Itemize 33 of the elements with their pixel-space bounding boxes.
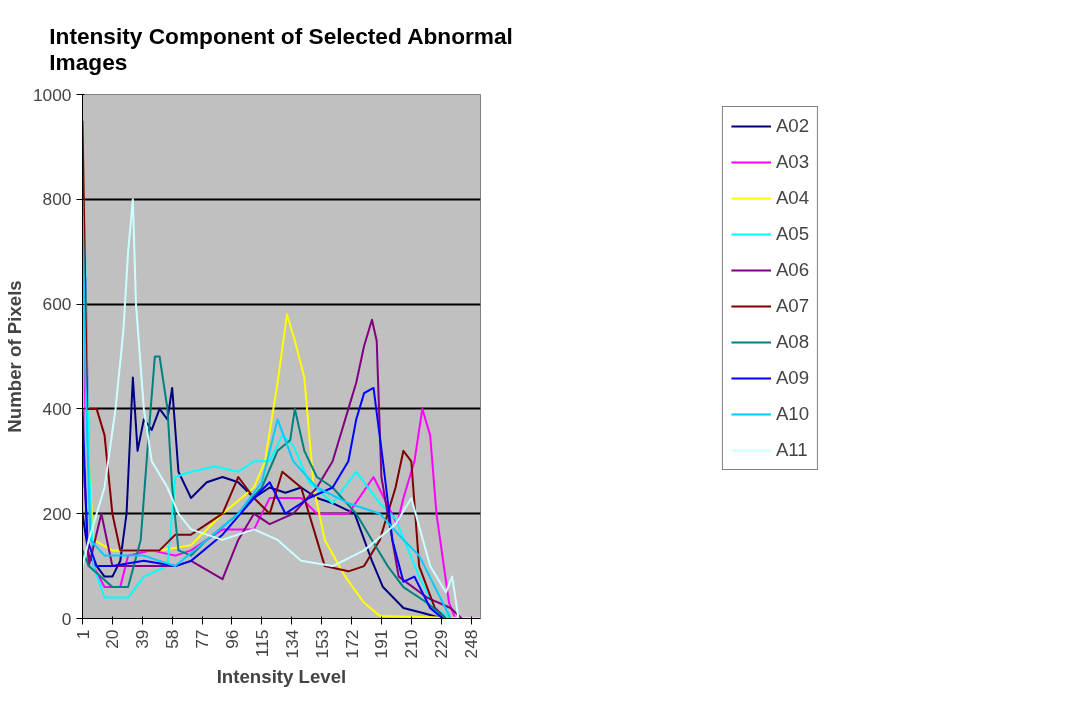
y-tick-label: 600 [42, 294, 72, 315]
legend-label: A11 [775, 439, 808, 461]
legend-label: A05 [775, 223, 810, 245]
x-tick-label: 153 [311, 629, 332, 659]
x-tick-label: 248 [461, 629, 482, 659]
x-tick-label: 172 [341, 629, 362, 659]
x-tick-label: 191 [371, 629, 392, 659]
y-axis-title: Number of Pixels [3, 280, 25, 433]
x-tick-label: 115 [251, 629, 272, 658]
legend-label: A07 [775, 295, 810, 317]
x-axis-title: Intensity Level [216, 666, 347, 688]
y-tick-label: 200 [42, 503, 72, 524]
legend-label: A02 [775, 115, 810, 137]
chart-title: Intensity Component of Selected Abnormal Images [49, 22, 513, 75]
legend-label: A04 [775, 187, 810, 209]
x-tick-label: 1 [72, 629, 93, 640]
x-tick-label: 58 [162, 629, 183, 649]
x-tick-label: 39 [132, 629, 153, 649]
y-tick-label: 800 [42, 189, 72, 210]
x-tick-label: 96 [221, 629, 242, 649]
legend-label: A10 [775, 403, 810, 425]
y-tick-label: 400 [42, 398, 72, 419]
legend-label: A06 [775, 259, 810, 281]
x-tick-label: 229 [431, 629, 452, 659]
legend-label: A08 [775, 331, 810, 353]
x-tick-label: 134 [281, 629, 302, 659]
x-tick-label: 20 [102, 629, 123, 649]
y-tick-label: 0 [61, 608, 72, 629]
y-tick-label: 1000 [32, 84, 72, 105]
legend-label: A09 [775, 367, 810, 389]
legend-label: A03 [775, 151, 810, 173]
x-tick-label: 77 [192, 629, 213, 649]
x-tick-label: 210 [401, 629, 422, 659]
